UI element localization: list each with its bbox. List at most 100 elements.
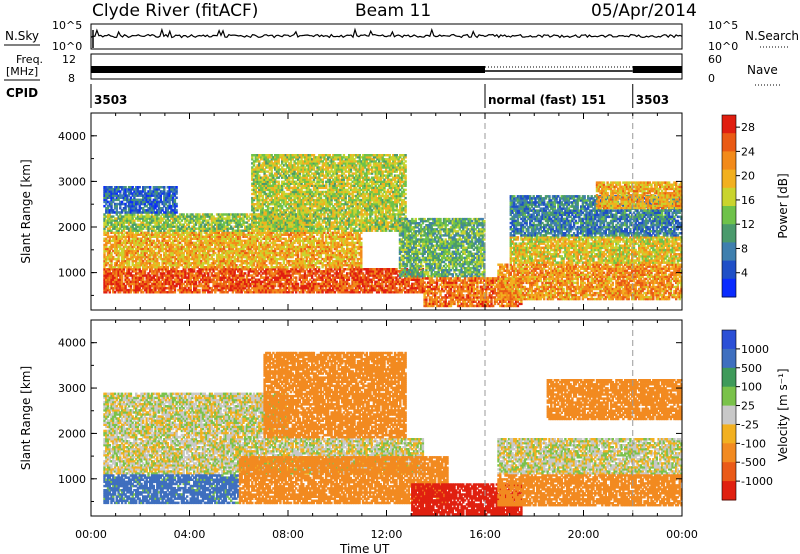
heatmap-cell — [240, 280, 243, 284]
heatmap-cell — [178, 280, 182, 284]
heatmap-cell — [302, 282, 305, 286]
heatmap-cell — [266, 288, 270, 292]
heatmap-cell — [273, 284, 277, 288]
heatmap-cell — [375, 268, 379, 271]
heatmap-cell — [240, 251, 243, 255]
heatmap-cell — [224, 235, 228, 238]
heatmap-cell — [219, 282, 222, 286]
heatmap-cell — [184, 239, 187, 243]
heatmap-cell — [400, 291, 403, 294]
heatmap-cell — [273, 272, 277, 275]
heatmap-cell — [342, 268, 345, 271]
heatmap-cell — [344, 288, 347, 292]
heatmap-cell — [339, 276, 342, 279]
heatmap-cell — [374, 286, 377, 290]
heatmap-cell — [418, 286, 421, 290]
heatmap-cell — [370, 291, 374, 294]
heatmap-cell — [103, 264, 106, 267]
heatmap-cell — [103, 233, 106, 236]
heatmap-cell — [157, 284, 161, 288]
heatmap-cell — [249, 288, 252, 292]
heatmap-cell — [112, 268, 115, 271]
heatmap-cell — [131, 239, 134, 243]
heatmap-cell — [142, 272, 145, 275]
heatmap-cell — [400, 280, 403, 284]
heatmap-cell — [175, 243, 178, 247]
heatmap-cell — [263, 291, 266, 294]
heatmap-cell — [166, 253, 169, 257]
heatmap-cell — [145, 274, 148, 277]
heatmap-cell — [326, 278, 330, 281]
heatmap-cell — [233, 245, 236, 249]
heatmap-cell — [268, 288, 272, 292]
heatmap-cell — [173, 243, 177, 247]
heatmap-cell — [186, 243, 189, 247]
heatmap-cell — [222, 276, 226, 279]
heatmap-cell — [217, 278, 220, 281]
heatmap-cell — [131, 253, 134, 257]
heatmap-cell — [219, 259, 222, 263]
heatmap-cell — [194, 245, 198, 249]
heatmap-cell — [244, 255, 247, 259]
heatmap-cell — [156, 231, 159, 234]
heatmap-cell — [326, 288, 330, 292]
heatmap-cell — [221, 288, 224, 292]
heatmap-cell — [168, 282, 171, 286]
heatmap-cell — [411, 286, 414, 290]
heatmap-cell — [379, 268, 382, 271]
heatmap-cell — [186, 291, 189, 294]
heatmap-cell — [103, 286, 106, 290]
heatmap-cell — [154, 282, 157, 286]
heatmap-cell — [178, 282, 182, 286]
heatmap-cell — [186, 266, 189, 269]
heatmap-cell — [212, 262, 215, 265]
heatmap-cell — [265, 268, 268, 271]
heatmap-cell — [126, 270, 129, 273]
heatmap-cell — [252, 284, 256, 288]
heatmap-cell — [368, 291, 372, 294]
heatmap-cell — [145, 288, 148, 292]
heatmap-cell — [335, 272, 338, 275]
heatmap-cell — [289, 280, 293, 284]
heatmap-cell — [342, 286, 345, 290]
heatmap-cell — [219, 266, 222, 269]
heatmap-cell — [265, 270, 268, 273]
heatmap-cell — [219, 268, 222, 271]
heatmap-cell — [244, 286, 247, 290]
heatmap-cell — [349, 268, 352, 271]
heatmap-cell — [194, 282, 198, 286]
heatmap-cell — [201, 255, 205, 259]
heatmap-cell — [295, 291, 298, 294]
heatmap-cell — [346, 272, 349, 275]
heatmap-cell — [258, 268, 261, 271]
heatmap-cell — [201, 253, 205, 257]
heatmap-cell — [419, 288, 423, 292]
heatmap-cell — [397, 278, 400, 281]
heatmap-cell — [245, 243, 249, 247]
heatmap-cell — [222, 259, 226, 263]
heatmap-cell — [143, 284, 147, 288]
heatmap-cell — [163, 268, 166, 271]
heatmap-cell — [131, 231, 134, 234]
heatmap-cell — [370, 270, 374, 273]
heatmap-cell — [237, 247, 240, 251]
heatmap-cell — [247, 291, 250, 294]
heatmap-cell — [270, 274, 273, 277]
heatmap-cell — [105, 274, 108, 277]
heatmap-cell — [228, 284, 231, 288]
heatmap-cell — [129, 282, 133, 286]
heatmap-cell — [367, 268, 370, 271]
heatmap-cell — [203, 251, 206, 255]
heatmap-cell — [159, 291, 162, 294]
heatmap-cell — [177, 239, 180, 243]
heatmap-cell — [215, 243, 219, 247]
heatmap-cell — [266, 284, 270, 288]
heatmap-cell — [198, 282, 201, 286]
heatmap-cell — [310, 274, 314, 277]
heatmap-cell — [142, 235, 145, 238]
heatmap-cell — [127, 264, 131, 267]
heatmap-cell — [384, 282, 388, 286]
heatmap-cell — [284, 288, 287, 292]
heatmap-cell — [324, 280, 328, 284]
heatmap-cell — [252, 247, 256, 251]
